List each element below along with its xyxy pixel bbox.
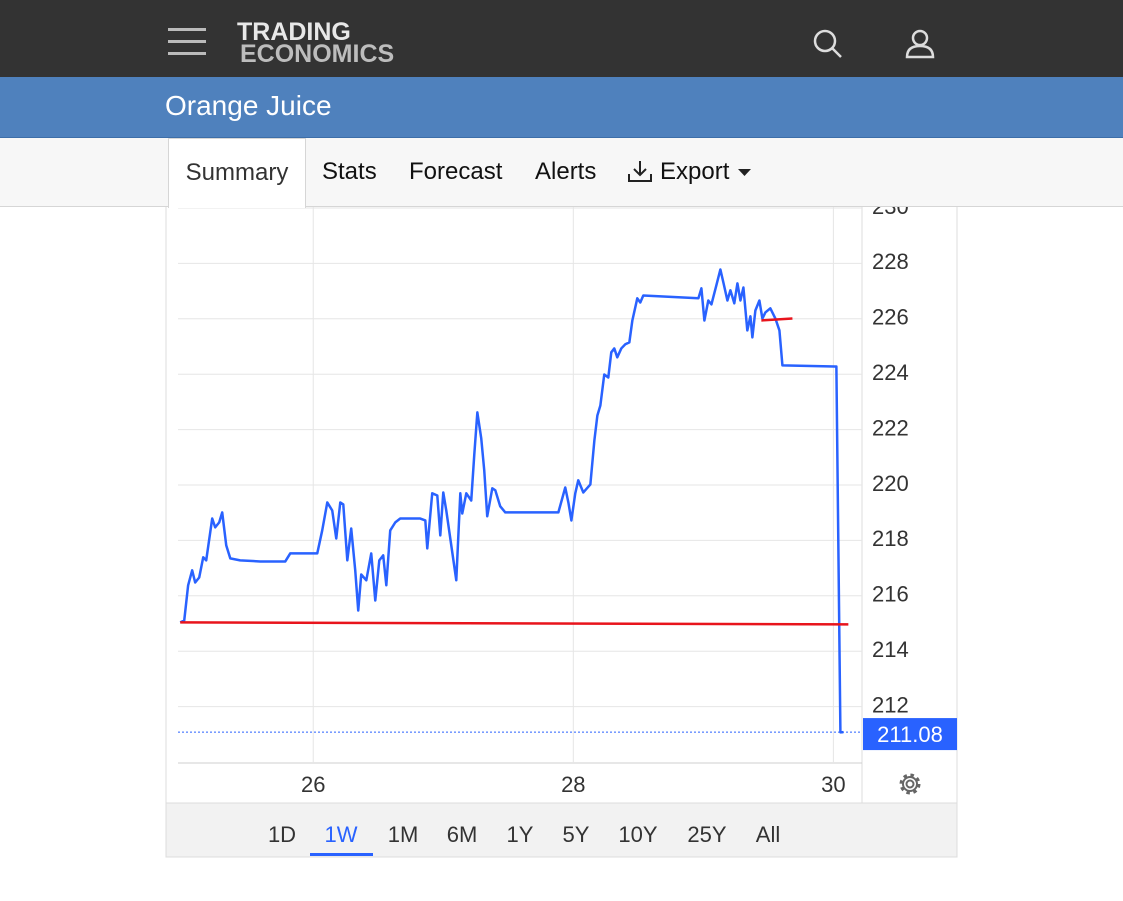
tab[interactable]: Forecast [409, 158, 503, 185]
range-button[interactable]: 10Y [618, 822, 657, 847]
range-underline [310, 853, 373, 856]
x-tick-label: 28 [561, 772, 585, 797]
caret-icon[interactable] [737, 168, 753, 178]
y-tick-label: 224 [872, 360, 909, 385]
range-bar [165, 802, 958, 858]
menu-icon[interactable] [168, 26, 208, 58]
title-bar: Orange Juice [0, 77, 1123, 138]
user-icon[interactable] [904, 28, 936, 60]
tab[interactable]: Summary [168, 138, 306, 208]
y-tick-label: 212 [872, 692, 909, 717]
top-bar: TRADING ECONOMICS [0, 0, 1123, 77]
range-button[interactable]: 5Y [563, 822, 590, 847]
tab[interactable]: Stats [322, 158, 377, 185]
last-value-label: 211.08 [877, 722, 943, 747]
y-tick-label: 218 [872, 526, 909, 551]
range-button[interactable]: 25Y [687, 822, 726, 847]
y-tick-label: 220 [872, 471, 909, 496]
tab[interactable]: Alerts [535, 158, 597, 185]
x-tick-label: 26 [301, 772, 325, 797]
tab-bar: Summary Stats Forecast Alerts Export [0, 138, 1123, 208]
range-button[interactable]: 1D [268, 822, 296, 847]
logo-top[interactable]: TRADING [237, 18, 351, 46]
range-button[interactable]: 1M [388, 822, 419, 847]
download-icon[interactable] [627, 159, 655, 185]
y-tick-label: 222 [872, 415, 909, 440]
series-line [179, 268, 844, 734]
x-tick-label: 30 [821, 772, 845, 797]
page-title: Orange Juice [165, 90, 332, 121]
y-tick-label: 228 [872, 249, 909, 274]
logo-bottom[interactable]: ECONOMICS [240, 40, 395, 68]
tab[interactable]: Export [660, 158, 730, 185]
series-line [180, 317, 849, 626]
search-icon[interactable] [812, 28, 844, 60]
settings-icon[interactable] [899, 773, 921, 795]
last-value-box [863, 718, 957, 751]
plot-area [178, 200, 862, 763]
range-button[interactable]: All [756, 822, 780, 847]
y-tick-label: 214 [872, 637, 909, 662]
range-button[interactable]: 1W [325, 822, 358, 847]
y-tick-label: 216 [872, 582, 909, 607]
range-button[interactable]: 6M [447, 822, 478, 847]
y-tick-label: 226 [872, 305, 909, 330]
range-button[interactable]: 1Y [507, 822, 534, 847]
